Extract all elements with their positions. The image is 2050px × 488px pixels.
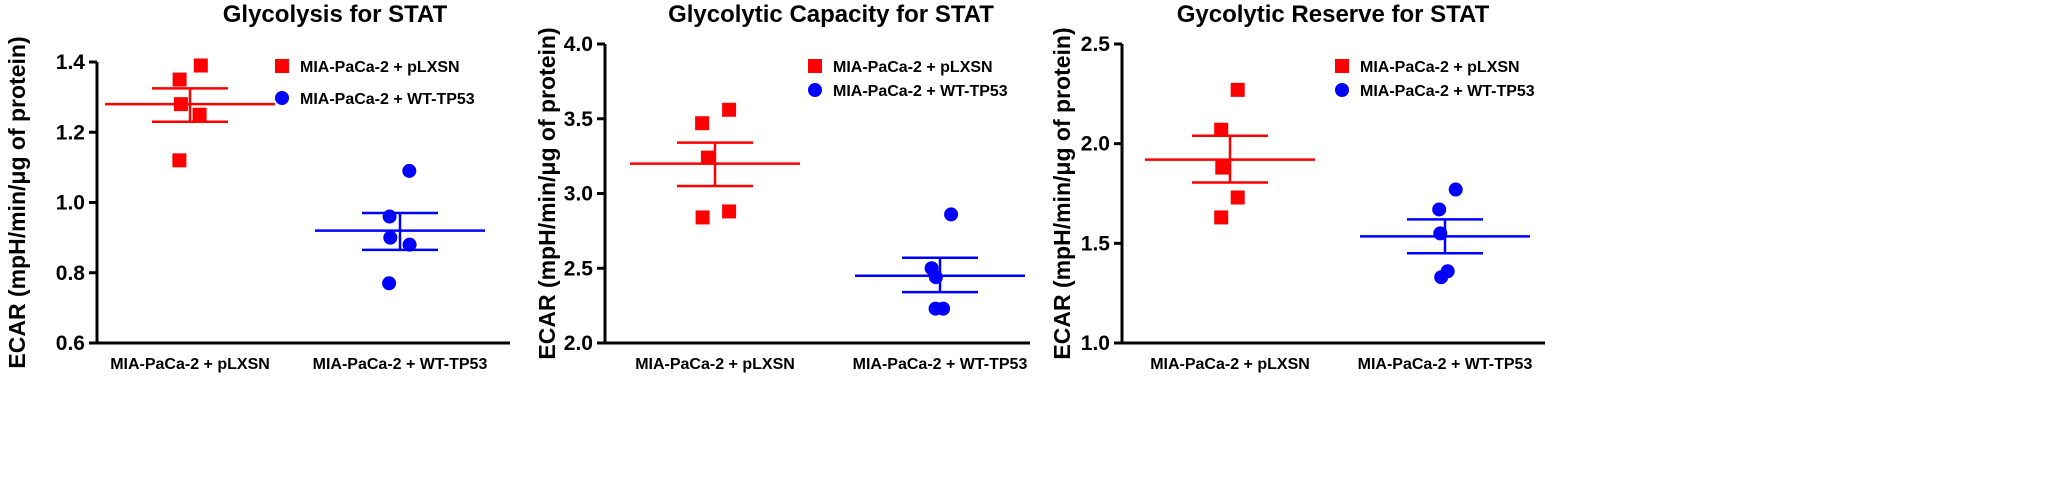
data-point-circle <box>382 276 397 291</box>
x-tick-label: MIA-PaCa-2 + WT-TP53 <box>313 356 488 373</box>
y-tick-label: 1.5 <box>1081 232 1111 255</box>
legend-marker-square <box>1335 59 1349 73</box>
y-tick-label: 2.0 <box>1081 133 1110 156</box>
data-point-circle <box>928 301 943 316</box>
legend-label: MIA-PaCa-2 + WT-TP53 <box>833 83 1008 100</box>
data-point-circle <box>1432 202 1447 217</box>
data-point-circle <box>382 209 397 224</box>
data-point-circle <box>1448 182 1463 197</box>
data-point-square <box>1214 210 1229 225</box>
series-1 <box>105 58 275 168</box>
data-point-circle <box>383 230 398 245</box>
y-tick-label: 2.0 <box>564 332 593 355</box>
series-1 <box>1145 82 1315 225</box>
data-point-square <box>722 102 737 117</box>
x-tick-label: MIA-PaCa-2 + WT-TP53 <box>853 356 1028 373</box>
data-point-circle <box>1434 270 1449 285</box>
y-tick-label: 0.8 <box>56 262 86 285</box>
y-tick-label: 1.4 <box>56 51 86 74</box>
legend-label: MIA-PaCa-2 + WT-TP53 <box>300 91 475 108</box>
y-tick-label: 0.6 <box>56 332 85 355</box>
chart-panel-1: Glycolysis for STAT ECAR (mpH/min/μg of p… <box>4 1 510 373</box>
chart-title: Glycolysis for STAT <box>223 1 448 28</box>
legend-marker-circle <box>808 83 822 97</box>
data-point-square <box>1215 160 1230 175</box>
data-point-square <box>192 107 207 122</box>
series-1 <box>630 102 800 225</box>
y-tick-label: 4.0 <box>564 33 593 56</box>
y-axis-label: ECAR (mpH/min/μg of protein) <box>534 27 560 359</box>
legend-marker-circle <box>275 91 289 105</box>
legend-label: MIA-PaCa-2 + pLXSN <box>1360 59 1520 76</box>
data-point-square <box>172 72 187 87</box>
data-point-circle <box>402 163 417 178</box>
data-point-square <box>172 153 187 168</box>
y-tick-label: 1.2 <box>56 121 85 144</box>
data-point-circle <box>402 237 417 252</box>
data-point-square <box>1230 82 1245 97</box>
legend-label: MIA-PaCa-2 + pLXSN <box>300 59 460 76</box>
legend-marker-square <box>808 59 822 73</box>
series-2 <box>855 207 1025 316</box>
data-point-square <box>1214 122 1229 137</box>
chart-title: Glycolytic Capacity for STAT <box>668 1 994 28</box>
series-2 <box>315 163 485 291</box>
y-tick-label: 1.0 <box>56 192 85 215</box>
series-2 <box>1360 182 1530 285</box>
x-tick-label: MIA-PaCa-2 + WT-TP53 <box>1358 356 1533 373</box>
legend-label: MIA-PaCa-2 + WT-TP53 <box>1360 83 1535 100</box>
data-point-square <box>722 204 737 219</box>
data-point-square <box>1230 190 1245 205</box>
x-tick-label: MIA-PaCa-2 + pLXSN <box>635 356 795 373</box>
chart-panel-2: Glycolytic Capacity for STAT ECAR (mpH/mi… <box>534 1 1030 373</box>
data-point-square <box>695 210 710 225</box>
x-tick-label: MIA-PaCa-2 + pLXSN <box>110 356 270 373</box>
data-point-square <box>193 58 208 73</box>
legend-marker-square <box>275 59 289 73</box>
data-point-circle <box>944 207 959 222</box>
y-axis-label: ECAR (mpH/min/μg of protein) <box>4 36 30 368</box>
y-tick-label: 3.0 <box>564 183 593 206</box>
chart-title: Gycolytic Reserve for STAT <box>1177 1 1490 28</box>
y-tick-label: 2.5 <box>564 257 594 280</box>
y-axis-label: ECAR (mpH/min/μg of protein) <box>1049 27 1075 359</box>
legend-label: MIA-PaCa-2 + pLXSN <box>833 59 993 76</box>
x-tick-label: MIA-PaCa-2 + pLXSN <box>1150 356 1310 373</box>
y-tick-label: 3.5 <box>564 108 594 131</box>
y-tick-label: 1.0 <box>1081 332 1110 355</box>
y-tick-label: 2.5 <box>1081 33 1111 56</box>
chart-panel-3: Gycolytic Reserve for STAT ECAR (mpH/min/… <box>1049 1 1545 373</box>
data-point-square <box>695 116 710 131</box>
legend-marker-circle <box>1335 83 1349 97</box>
data-point-square <box>700 150 715 165</box>
